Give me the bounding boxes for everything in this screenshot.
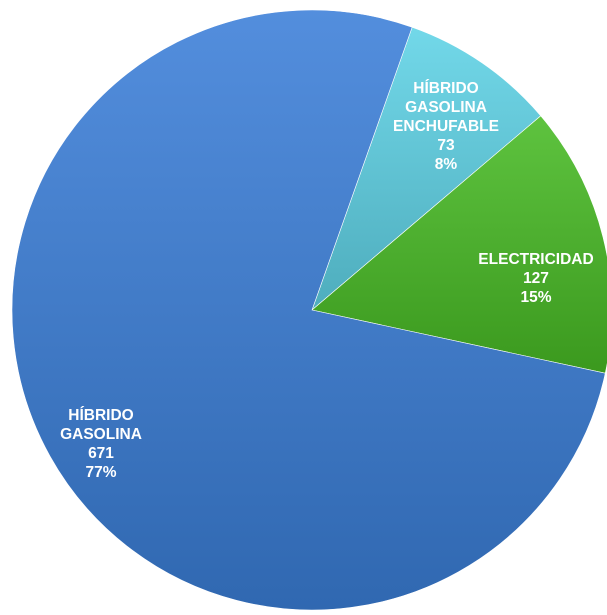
label-value: 73 (437, 137, 455, 154)
label-category-line: GASOLINA (405, 99, 487, 116)
label-plugin-hybrid: HÍBRIDO GASOLINA ENCHUFABLE 73 8% (393, 80, 499, 173)
label-category-line: ENCHUFABLE (393, 118, 499, 135)
label-gasoline-hybrid: HÍBRIDO GASOLINA 671 77% (60, 407, 142, 481)
slice-electric (311, 115, 607, 374)
pie-slices (11, 9, 607, 611)
label-category-line: GASOLINA (60, 426, 142, 443)
label-electric: ELECTRICIDAD 127 15% (478, 251, 593, 306)
label-percent: 8% (435, 156, 458, 173)
label-category-line: HÍBRIDO (68, 407, 133, 424)
label-category-line: HÍBRIDO (413, 80, 478, 97)
label-value: 127 (523, 270, 549, 287)
pie-data-labels: HÍBRIDO GASOLINA ENCHUFABLE 73 8% ELECTRICIDA… (60, 80, 594, 481)
label-value: 671 (88, 445, 114, 462)
label-percent: 15% (520, 289, 551, 306)
slice-gasoline-hybrid (11, 9, 606, 611)
slice-plugin-hybrid (311, 26, 542, 311)
label-percent: 77% (85, 464, 116, 481)
label-category-line: ELECTRICIDAD (478, 251, 593, 268)
